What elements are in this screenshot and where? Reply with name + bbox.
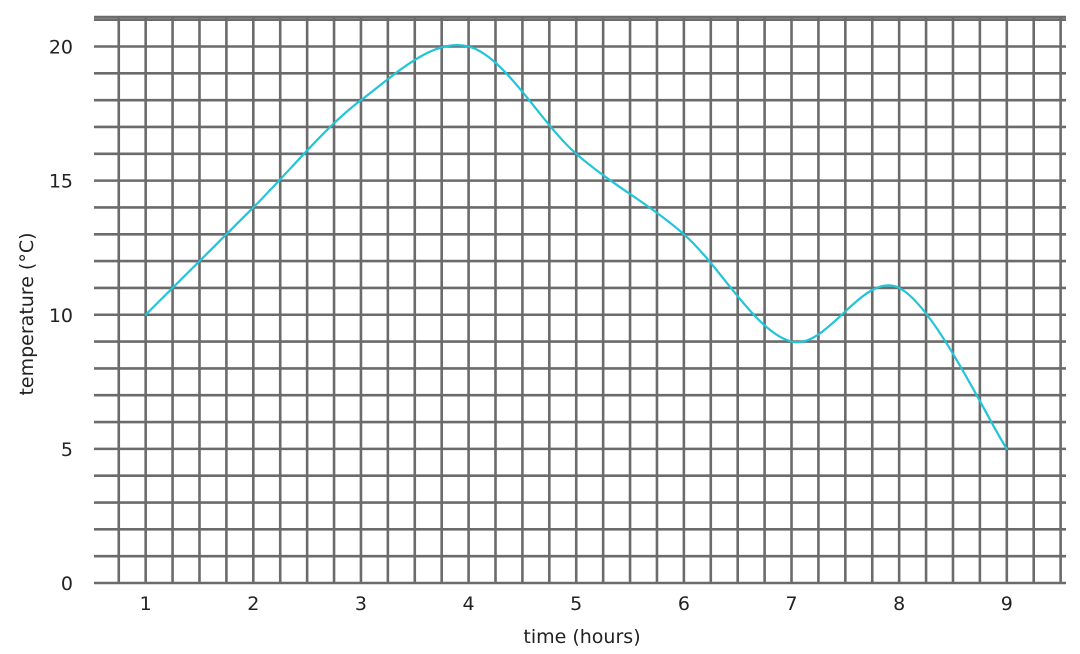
x-tick-label: 7 — [785, 593, 797, 615]
temperature-series-line — [144, 44, 1008, 450]
x-tick-label: 2 — [247, 593, 259, 615]
x-tick-label: 3 — [355, 593, 367, 615]
x-axis-ticks: 1 2 3 4 5 6 7 8 9 — [140, 593, 1013, 615]
x-tick-label: 5 — [570, 593, 582, 615]
y-tick-label: 5 — [61, 439, 73, 461]
x-tick-label: 8 — [893, 593, 905, 615]
y-tick-label: 20 — [49, 37, 73, 59]
y-axis-ticks: 0 5 10 15 20 — [49, 37, 73, 595]
y-tick-label: 10 — [49, 305, 73, 327]
x-tick-label: 9 — [1001, 593, 1013, 615]
x-tick-label: 6 — [678, 593, 690, 615]
x-tick-label: 1 — [140, 593, 152, 615]
y-tick-label: 0 — [61, 573, 73, 595]
y-axis-label: temperature (°C) — [16, 232, 38, 395]
y-tick-label: 15 — [49, 171, 73, 193]
grid-lines — [94, 15, 1066, 585]
x-axis-label: time (hours) — [523, 626, 640, 648]
x-tick-label: 4 — [463, 593, 475, 615]
